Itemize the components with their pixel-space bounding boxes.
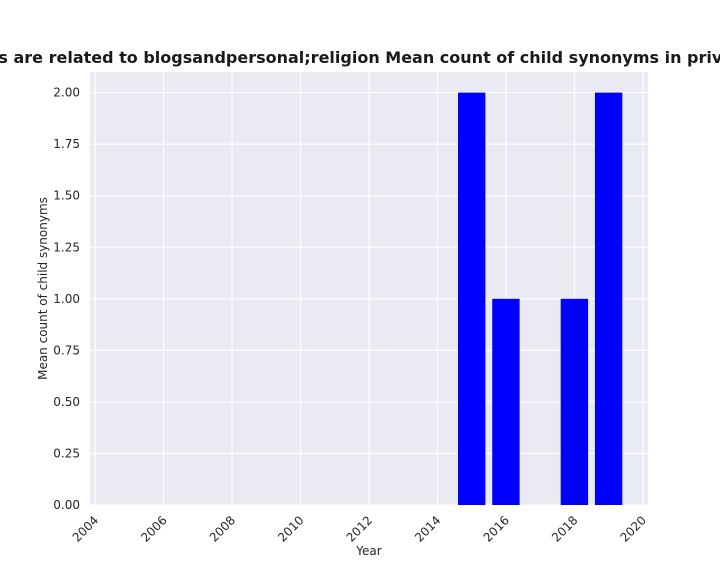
x-axis-label: Year	[355, 544, 381, 558]
grid-lines	[90, 72, 648, 506]
x-tick-label: 2012	[344, 513, 375, 544]
bar-2019	[594, 92, 623, 505]
chart-title: Categories are related to blogsandperson…	[0, 48, 720, 67]
x-axis-ticks: 2004 2006 2008 2010 2012 2014 2016 2018 2020	[70, 513, 649, 544]
bar-2015	[458, 92, 486, 505]
y-axis-ticks: 0.00 0.25 0.50 0.75 1.00 1.25 1.50 1.75 2.00	[53, 86, 80, 512]
x-tick-label: 2010	[275, 513, 306, 544]
x-tick-label: 2006	[138, 513, 169, 544]
y-tick-label: 2.00	[53, 86, 80, 100]
y-tick-label: 1.00	[53, 292, 80, 306]
x-tick-label: 2014	[412, 513, 443, 544]
x-tick-label: 2004	[70, 513, 101, 544]
x-tick-label: 2008	[207, 513, 238, 544]
x-tick-label: 2020	[617, 513, 648, 544]
y-tick-label: 0.75	[53, 343, 80, 357]
y-tick-label: 1.25	[53, 240, 80, 254]
y-tick-label: 0.50	[53, 395, 80, 409]
y-tick-label: 1.75	[53, 137, 80, 151]
bar-2018	[560, 298, 589, 505]
bars	[458, 92, 623, 505]
bar-2016	[492, 298, 520, 505]
y-axis-label: Mean count of child synonyms	[36, 197, 50, 380]
x-tick-label: 2016	[481, 513, 512, 544]
y-tick-label: 0.25	[53, 446, 80, 460]
x-tick-label: 2018	[549, 513, 580, 544]
y-tick-label: 1.50	[53, 189, 80, 203]
y-tick-label: 0.00	[53, 498, 80, 512]
